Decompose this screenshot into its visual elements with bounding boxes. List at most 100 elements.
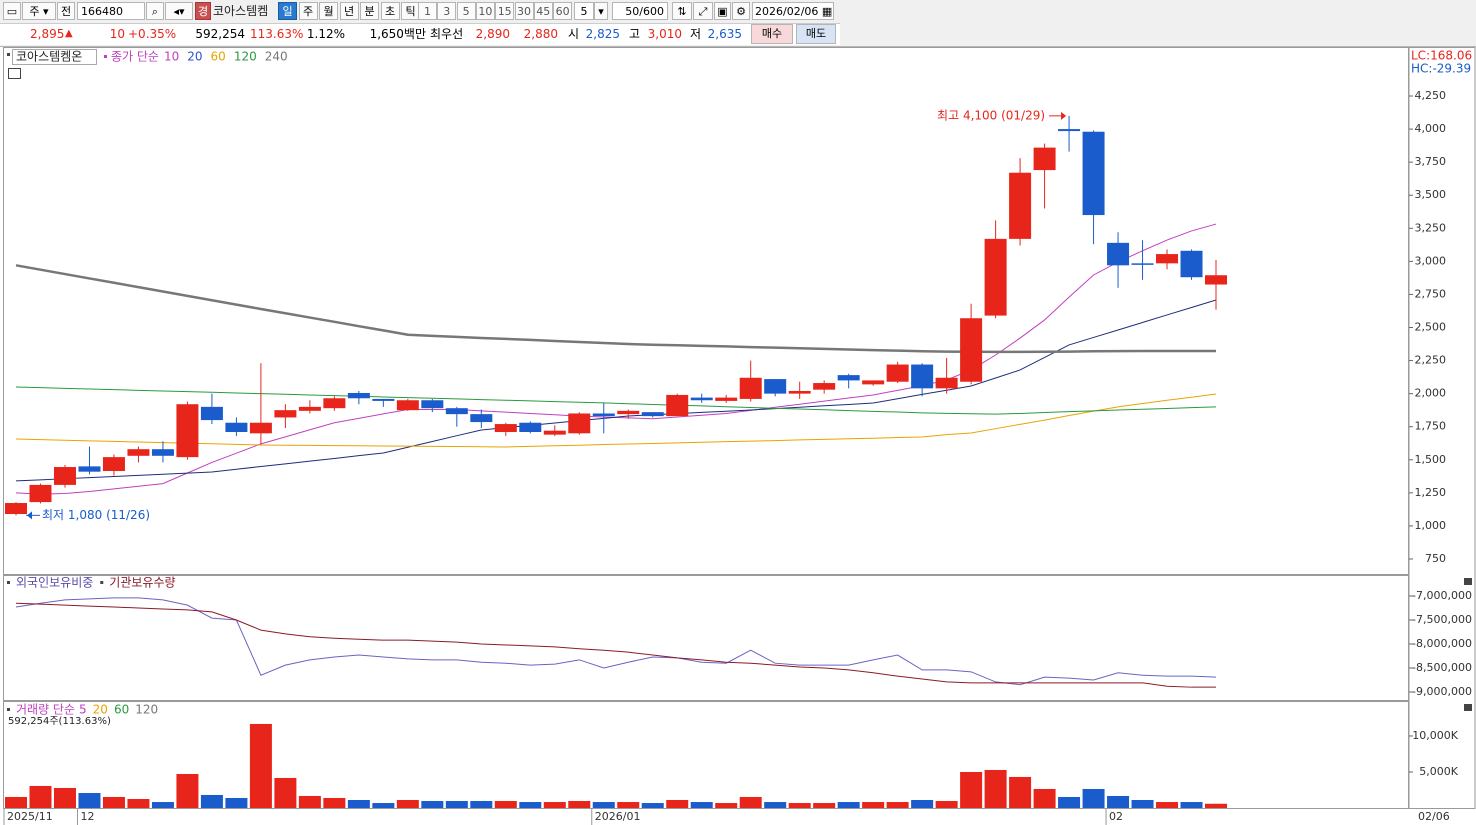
- y-tick-label: 3,000: [1415, 254, 1447, 267]
- quote-bar: [0, 23, 840, 45]
- volume-bar: [788, 803, 811, 808]
- icon[interactable]: ⇅: [672, 2, 692, 20]
- volume-bar: [1156, 802, 1179, 808]
- volume-subtitle: 592,254주(113.63%): [8, 716, 111, 727]
- y-tick-label: 1,500: [1415, 453, 1447, 466]
- period-button[interactable]: 주: [298, 2, 318, 20]
- count[interactable]: 50/600: [612, 2, 668, 20]
- code-input[interactable]: 166480: [77, 2, 145, 20]
- volume: 592,254: [195, 27, 245, 41]
- interval-button[interactable]: 1: [418, 2, 437, 20]
- candle-body: [837, 375, 860, 381]
- legend-entry: 60: [114, 703, 129, 717]
- y-tick-label: -8,000,000: [1412, 637, 1472, 650]
- y-tick-label: 3,500: [1415, 188, 1447, 201]
- legend-marker: [7, 581, 10, 584]
- legend-entry: 외국인보유비중: [16, 576, 93, 590]
- interval-button[interactable]: 60: [553, 2, 573, 20]
- table-icon: [8, 68, 21, 79]
- volume-bar: [1033, 788, 1056, 808]
- dropdown[interactable]: ▾: [594, 2, 608, 20]
- volume-bar: [421, 801, 444, 808]
- volume-bar: [396, 800, 419, 808]
- turnover: 1.12%: [306, 27, 345, 41]
- candle-body: [1131, 263, 1154, 265]
- volume-ratio: 113.63%: [250, 27, 304, 41]
- best-label: 최우선: [430, 27, 464, 41]
- prev-button[interactable]: 전: [57, 2, 75, 20]
- icon[interactable]: ⤢: [693, 2, 713, 20]
- interval-button[interactable]: 15: [495, 2, 515, 20]
- candle-body: [176, 404, 199, 458]
- badge-text: 경: [197, 5, 209, 18]
- volume-bar: [323, 797, 346, 808]
- collapse-icon: [1464, 704, 1472, 711]
- candle-body: [372, 398, 395, 401]
- arrow: ▲: [65, 28, 73, 39]
- volume-panel: [3, 701, 1409, 809]
- prev: 전: [60, 5, 72, 18]
- period-button[interactable]: 년: [339, 2, 359, 20]
- candle-body: [666, 394, 689, 417]
- volume-bar: [1180, 802, 1203, 808]
- candle-body: [617, 410, 640, 415]
- volume-bar: [1131, 800, 1154, 808]
- badge: 경: [195, 2, 211, 20]
- y-tick-label: -7,000,000: [1412, 589, 1472, 602]
- volume-bar: [837, 802, 860, 808]
- y-tick-label: 10,000K: [1412, 729, 1458, 742]
- sound[interactable]: ◂▾: [165, 2, 193, 20]
- moving-average: [15, 299, 1217, 482]
- count-text: 50/600: [625, 5, 664, 18]
- icon[interactable]: ⚙: [732, 2, 750, 20]
- volume-bar: [5, 796, 27, 808]
- candle-body: [911, 364, 934, 389]
- candle-body: [1058, 129, 1081, 132]
- candle-body: [1180, 250, 1203, 278]
- legend-entry: 5: [79, 703, 87, 717]
- interval-button[interactable]: 30: [514, 2, 534, 20]
- interval-select[interactable]: 5: [574, 2, 594, 20]
- period-button[interactable]: 월: [319, 2, 338, 20]
- period-button[interactable]: 일: [278, 2, 297, 20]
- volume-bar: [127, 798, 150, 808]
- period-button[interactable]: 초: [380, 2, 400, 20]
- candle-body: [274, 410, 297, 418]
- x-tick-label: 02: [1109, 810, 1123, 823]
- interval-button[interactable]: 45: [533, 2, 553, 20]
- candle-body: [764, 379, 787, 394]
- market-select[interactable]: 주 ▾: [22, 2, 56, 20]
- volume-bar: [151, 802, 174, 808]
- candle-body: [470, 414, 493, 423]
- interval-button[interactable]: 10: [475, 2, 495, 20]
- buy-button[interactable]: 매수: [751, 24, 793, 44]
- candle-body: [1107, 242, 1130, 266]
- candle-body: [1156, 254, 1179, 264]
- search[interactable]: ⌕: [146, 2, 164, 20]
- toolbar: ▭ 주 ▾ 전 166480 ⌕ ◂▾ 경 코아스템켐 일 주 월 년 분 초 틱 1 3 5 10…: [0, 0, 1476, 47]
- candle-body: [421, 400, 444, 409]
- sell-button[interactable]: 매도: [796, 24, 836, 44]
- y-tick-label: 2,250: [1415, 354, 1447, 367]
- candle-body: [127, 449, 150, 456]
- code: 166480: [81, 5, 123, 18]
- volume-bar: [225, 797, 248, 808]
- moving-average: [15, 386, 1217, 415]
- volume-bar: [617, 802, 640, 808]
- volume-bar: [249, 723, 272, 808]
- volume-bar: [935, 801, 958, 808]
- legend-entry: 240: [265, 50, 288, 64]
- volume-bar: [984, 769, 1007, 808]
- candle-body: [249, 422, 272, 434]
- interval-button[interactable]: 3: [437, 2, 457, 20]
- candle-body: [494, 424, 517, 432]
- icon[interactable]: ▭: [3, 2, 21, 20]
- icon[interactable]: ▣: [714, 2, 731, 20]
- volume-bar: [298, 795, 321, 808]
- axis-area: [1408, 47, 1476, 809]
- date-input[interactable]: 2026/02/06 ▦: [752, 2, 834, 20]
- interval-button[interactable]: 5: [456, 2, 476, 20]
- period-button[interactable]: 분: [360, 2, 379, 20]
- low-label: 저: [690, 27, 702, 41]
